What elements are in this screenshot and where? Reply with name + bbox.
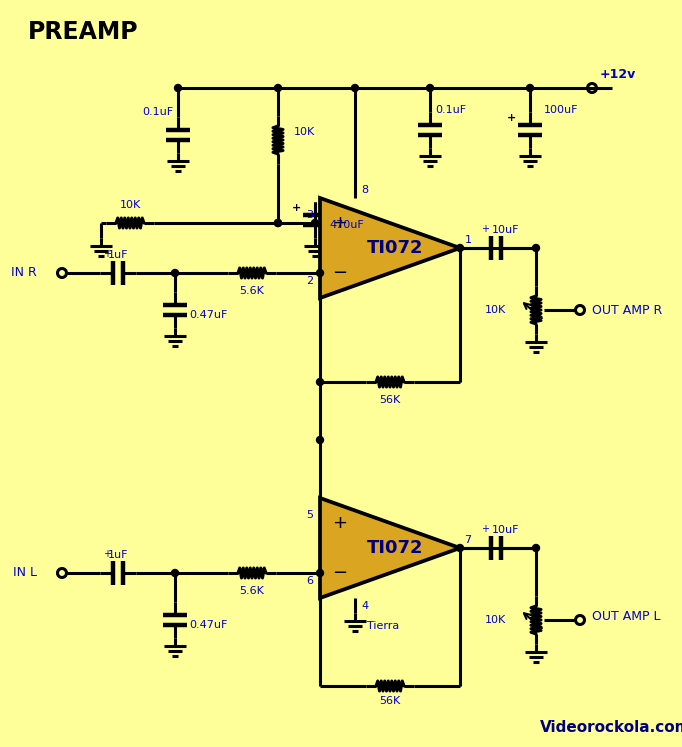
Text: 5.6K: 5.6K	[239, 586, 265, 596]
Circle shape	[316, 569, 323, 577]
Circle shape	[316, 379, 323, 385]
Polygon shape	[320, 198, 460, 298]
Text: 3: 3	[306, 210, 314, 220]
Text: 0.47uF: 0.47uF	[189, 620, 227, 630]
Text: TI072: TI072	[367, 239, 424, 257]
Text: +: +	[481, 224, 489, 234]
Circle shape	[351, 84, 359, 91]
Text: 6: 6	[306, 576, 314, 586]
Text: 1: 1	[464, 235, 471, 245]
Text: 10K: 10K	[485, 615, 506, 625]
Text: 2: 2	[306, 276, 314, 286]
Text: +: +	[333, 514, 348, 532]
Circle shape	[175, 84, 181, 91]
Text: +: +	[292, 203, 301, 213]
Circle shape	[456, 545, 464, 551]
Text: 0.1uF: 0.1uF	[435, 105, 466, 115]
Circle shape	[312, 220, 318, 226]
Circle shape	[274, 220, 282, 226]
Circle shape	[533, 244, 539, 252]
Text: 56K: 56K	[379, 395, 400, 405]
Text: 10uF: 10uF	[492, 225, 520, 235]
Text: 10uF: 10uF	[492, 525, 520, 535]
Text: 7: 7	[464, 535, 471, 545]
Text: 470uF: 470uF	[329, 220, 364, 230]
Text: +: +	[481, 524, 489, 534]
Text: OUT AMP R: OUT AMP R	[592, 303, 662, 317]
Text: 10K: 10K	[294, 127, 315, 137]
Text: TI072: TI072	[367, 539, 424, 557]
Polygon shape	[320, 498, 460, 598]
Text: −: −	[332, 264, 348, 282]
Text: +: +	[103, 549, 111, 559]
Text: 5: 5	[306, 510, 314, 520]
Text: 10K: 10K	[485, 305, 506, 315]
Text: 100uF: 100uF	[544, 105, 578, 115]
Text: 8: 8	[361, 185, 368, 195]
Circle shape	[274, 220, 282, 226]
Text: PREAMP: PREAMP	[28, 20, 138, 44]
Text: 0.47uF: 0.47uF	[189, 310, 227, 320]
Text: 56K: 56K	[379, 696, 400, 706]
Text: 1uF: 1uF	[108, 550, 128, 560]
Text: +: +	[333, 214, 348, 232]
Circle shape	[426, 84, 434, 91]
Text: +: +	[103, 249, 111, 259]
Text: 10K: 10K	[119, 200, 140, 210]
Text: 1uF: 1uF	[108, 250, 128, 260]
Text: +12v: +12v	[600, 67, 636, 81]
Text: 4: 4	[361, 601, 368, 611]
Text: −: −	[332, 564, 348, 582]
Text: IN L: IN L	[13, 566, 37, 580]
Text: IN R: IN R	[11, 267, 37, 279]
Circle shape	[171, 270, 179, 276]
Text: 0.1uF: 0.1uF	[142, 107, 173, 117]
Circle shape	[274, 84, 282, 91]
Text: OUT AMP L: OUT AMP L	[592, 610, 660, 622]
Circle shape	[316, 270, 323, 276]
Circle shape	[316, 436, 323, 444]
Circle shape	[527, 84, 533, 91]
Text: Videorockola.com: Videorockola.com	[540, 721, 682, 736]
Circle shape	[456, 244, 464, 252]
Circle shape	[533, 545, 539, 551]
Circle shape	[171, 569, 179, 577]
Text: Tierra: Tierra	[367, 621, 399, 631]
Text: +: +	[507, 113, 516, 123]
Text: 5.6K: 5.6K	[239, 286, 265, 296]
